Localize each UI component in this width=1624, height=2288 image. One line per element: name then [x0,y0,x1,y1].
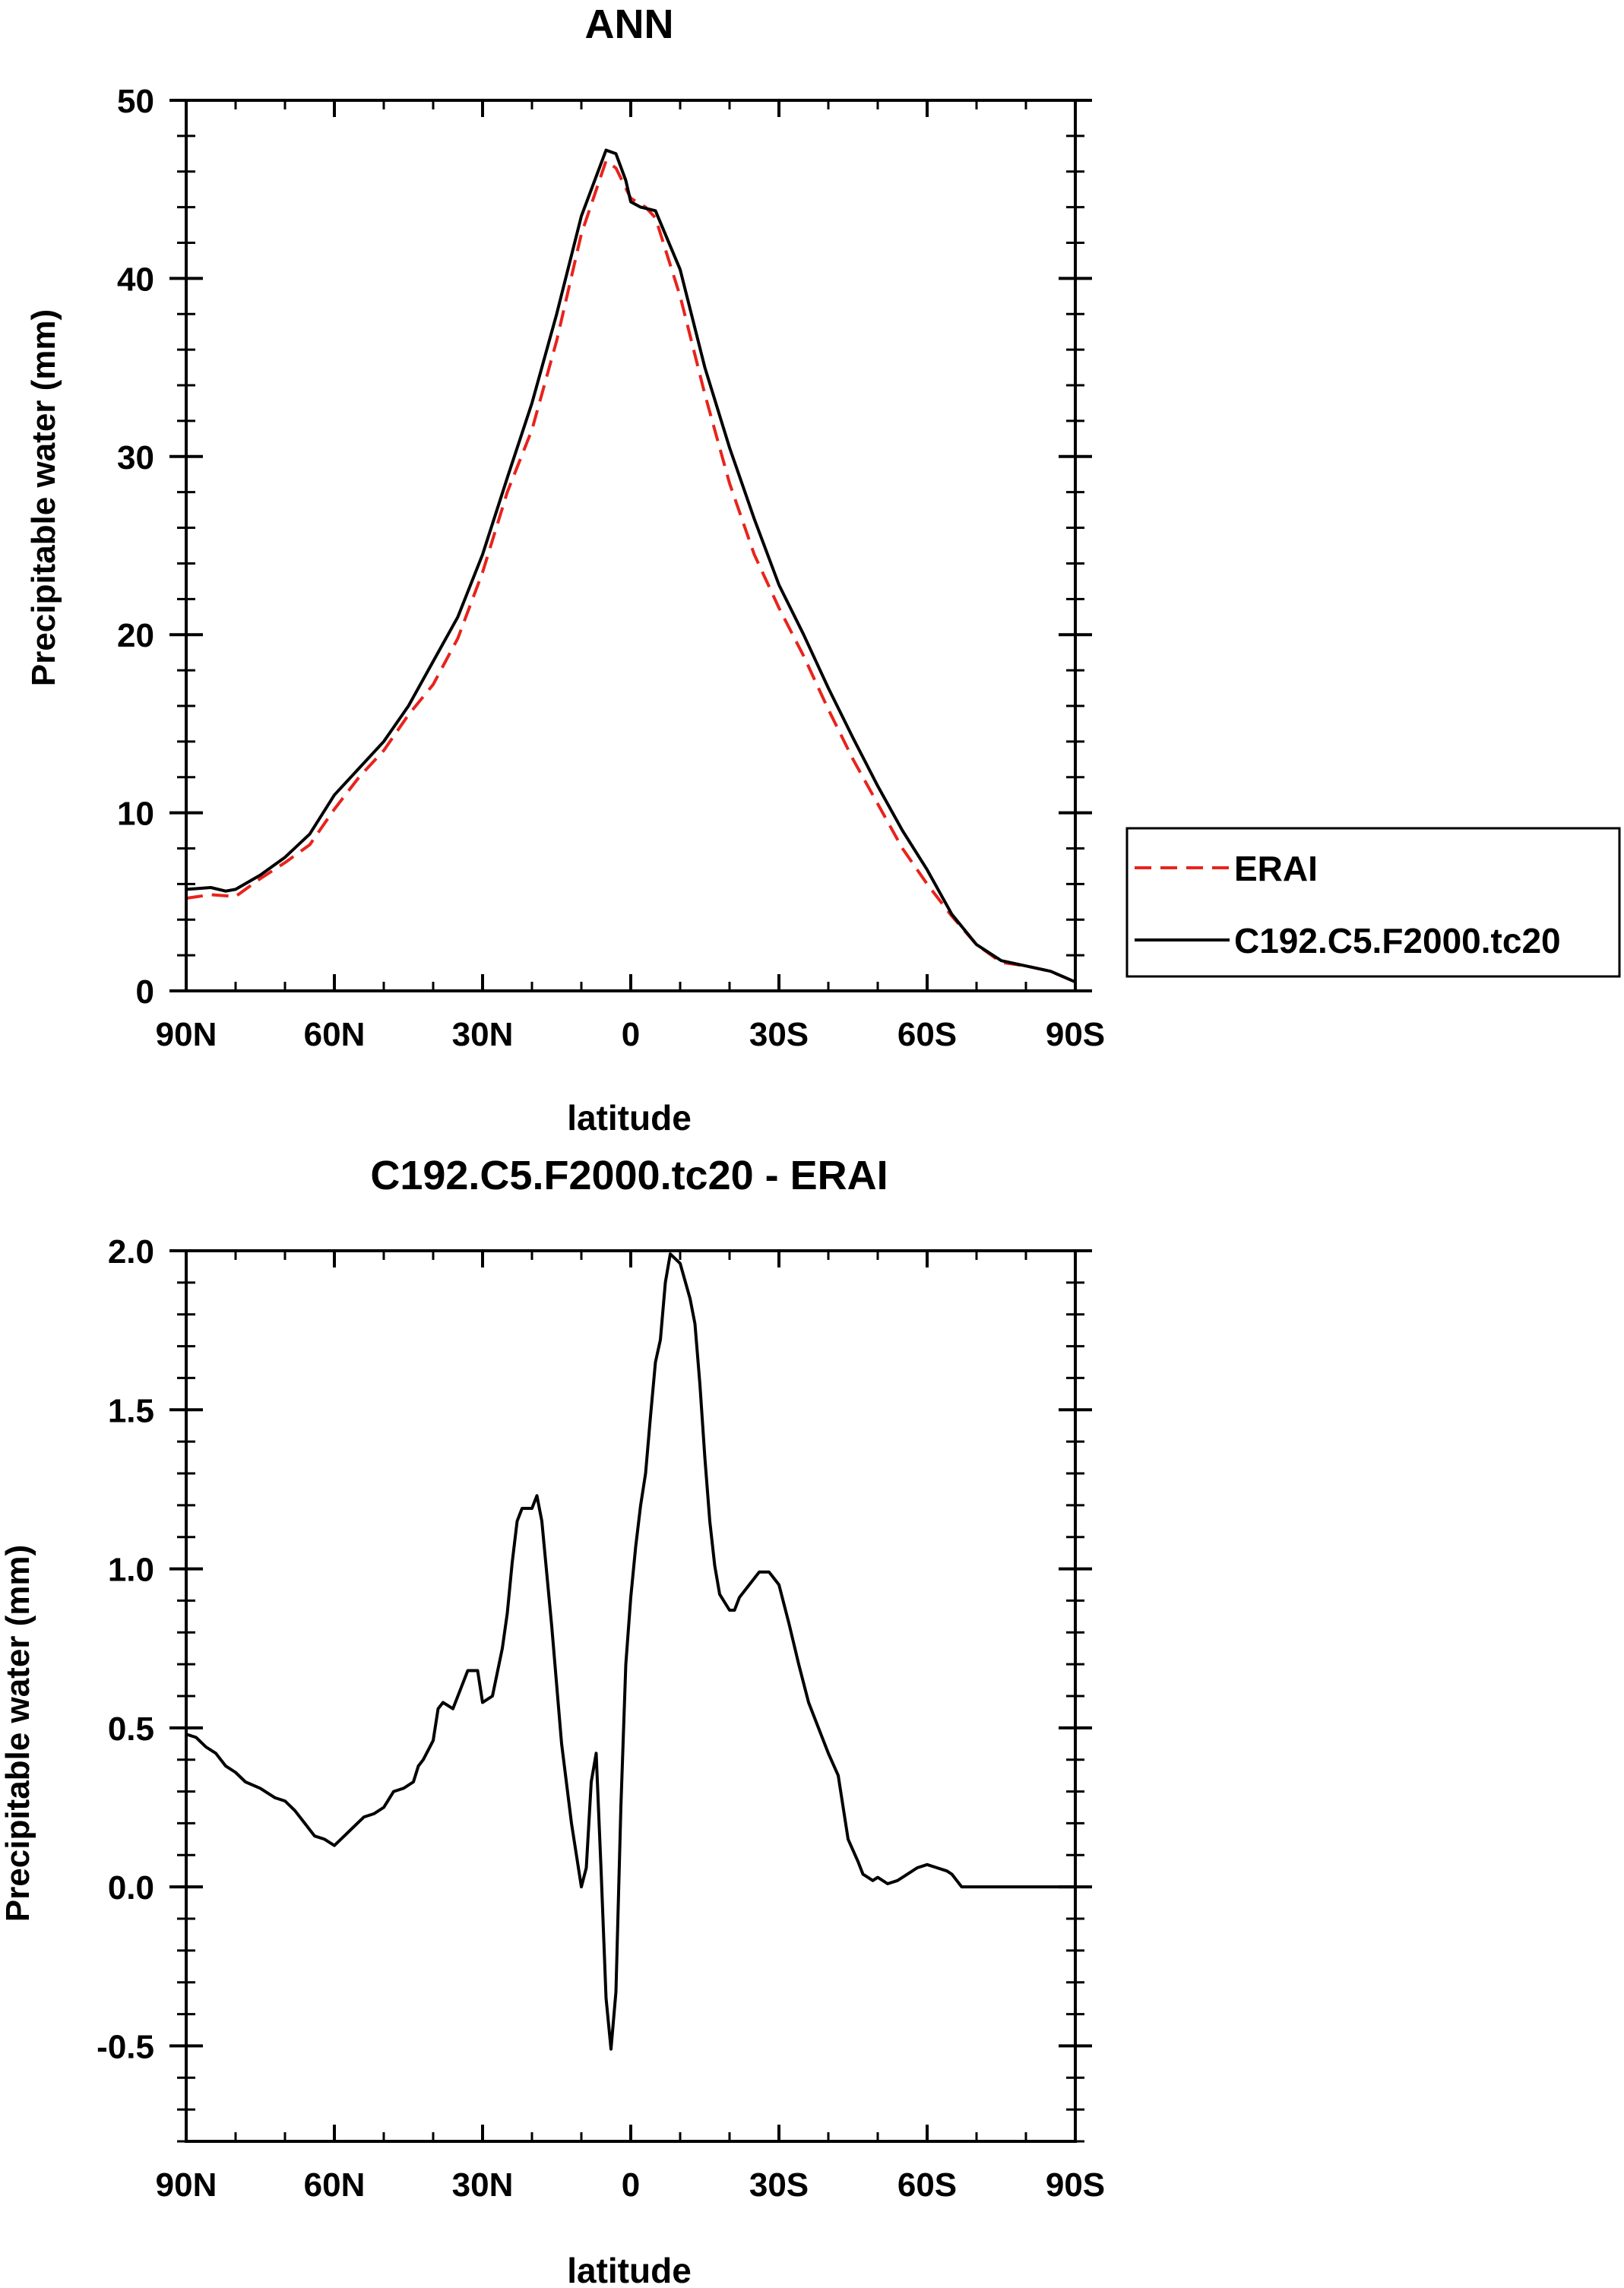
top-plot-frame [185,99,1077,992]
top-chart-title: ANN [585,2,674,47]
legend: ERAI C192.C5.F2000.tc20 [1125,827,1621,978]
bottom-x-tick-label: 30S [749,2166,809,2204]
bottom-y-tick-label: 1.0 [108,1552,154,1589]
top-y-tick-label: 20 [117,617,154,654]
bottom-tick-labels: 90N 60N 30N 0 30S 60S 90S -0.5 0.0 0.5 1.0 1.5 2.0 [97,1233,1105,2204]
bottom-x-tick-label: 60S [897,2166,957,2204]
top-x-axis-label: latitude [567,1098,692,1138]
top-panel: ANN Precipitable water (mm) latitude 90N… [25,2,1105,1138]
bottom-chart-title: C192.C5.F2000.tc20 - ERAI [370,1153,888,1198]
top-y-axis-label: Precipitable water (mm) [25,309,62,686]
bottom-series [185,1252,1077,2051]
top-y-tick-label: 40 [117,261,154,298]
bottom-x-tick-label: 90S [1046,2166,1105,2204]
bottom-y-tick-label: -0.5 [97,2028,154,2065]
bottom-panel: C192.C5.F2000.tc20 - ERAI Precipitable w… [0,1153,1105,2288]
top-x-tick-label: 90N [156,1016,217,1053]
bottom-y-tick-label: 2.0 [108,1233,154,1271]
top-y-tick-label: 0 [136,973,154,1011]
bottom-x-axis-label: latitude [567,2251,692,2288]
bottom-y-tick-label: 0.5 [108,1710,154,1748]
bottom-plot-frame [185,1249,1077,2143]
bottom-x-tick-label: 0 [622,2166,640,2204]
top-x-tick-label: 0 [622,1016,640,1053]
top-series-line-c192-c5-f2000-tc20 [185,148,1077,984]
top-x-tick-label: 30N [452,1016,514,1053]
bottom-x-tick-label: 90N [156,2166,217,2204]
legend-box [1125,827,1621,978]
top-tick-labels: 90N 60N 30N 0 30S 60S 90S 0 10 20 30 40 50 [117,83,1105,1053]
top-series [185,148,1077,984]
top-x-tick-label: 60N [304,1016,366,1053]
bottom-y-tick-label: 1.5 [108,1392,154,1429]
bottom-x-tick-label: 60N [304,2166,366,2204]
top-y-tick-label: 30 [117,439,154,476]
top-x-tick-label: 90S [1046,1016,1105,1053]
top-x-tick-label: 30S [749,1016,809,1053]
top-y-tick-label: 50 [117,83,154,120]
bottom-x-tick-label: 30N [452,2166,514,2204]
legend-label-erai: ERAI [1234,849,1318,888]
bottom-y-axis-label: Precipitable water (mm) [0,1545,36,1922]
top-y-tick-label: 10 [117,796,154,833]
bottom-y-tick-label: 0.0 [108,1869,154,1907]
legend-label-model: C192.C5.F2000.tc20 [1234,921,1561,960]
bottom-series-line-c192-c5-f2000-tc20-erai [185,1252,1077,2051]
top-x-tick-label: 60S [897,1016,957,1053]
